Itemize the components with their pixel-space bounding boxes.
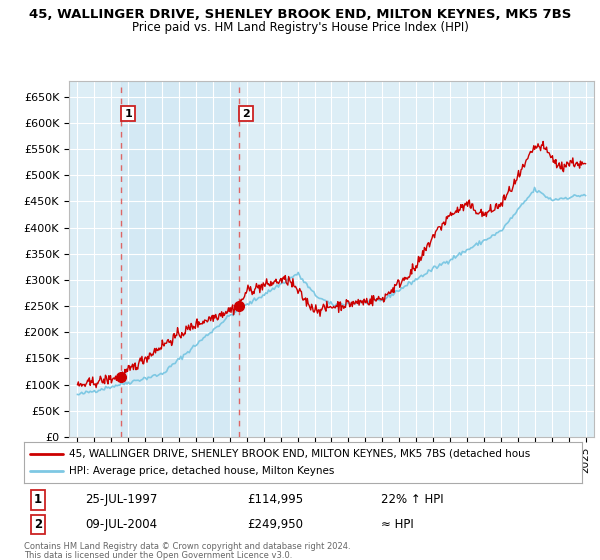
Text: 2: 2 [242, 109, 250, 119]
Text: 45, WALLINGER DRIVE, SHENLEY BROOK END, MILTON KEYNES, MK5 7BS (detached hous: 45, WALLINGER DRIVE, SHENLEY BROOK END, … [68, 449, 530, 459]
Text: 25-JUL-1997: 25-JUL-1997 [85, 493, 158, 506]
Text: Contains HM Land Registry data © Crown copyright and database right 2024.: Contains HM Land Registry data © Crown c… [24, 542, 350, 550]
Text: £249,950: £249,950 [247, 518, 303, 531]
Text: 1: 1 [124, 109, 132, 119]
Text: HPI: Average price, detached house, Milton Keynes: HPI: Average price, detached house, Milt… [68, 466, 334, 477]
Text: ≈ HPI: ≈ HPI [381, 518, 414, 531]
Text: £114,995: £114,995 [247, 493, 304, 506]
Text: Price paid vs. HM Land Registry's House Price Index (HPI): Price paid vs. HM Land Registry's House … [131, 21, 469, 34]
Text: 22% ↑ HPI: 22% ↑ HPI [381, 493, 444, 506]
Text: 09-JUL-2004: 09-JUL-2004 [85, 518, 158, 531]
Text: 2: 2 [34, 518, 42, 531]
Text: This data is licensed under the Open Government Licence v3.0.: This data is licensed under the Open Gov… [24, 551, 292, 560]
Bar [121, 81, 239, 437]
Text: 1: 1 [34, 493, 42, 506]
Text: 45, WALLINGER DRIVE, SHENLEY BROOK END, MILTON KEYNES, MK5 7BS: 45, WALLINGER DRIVE, SHENLEY BROOK END, … [29, 8, 571, 21]
